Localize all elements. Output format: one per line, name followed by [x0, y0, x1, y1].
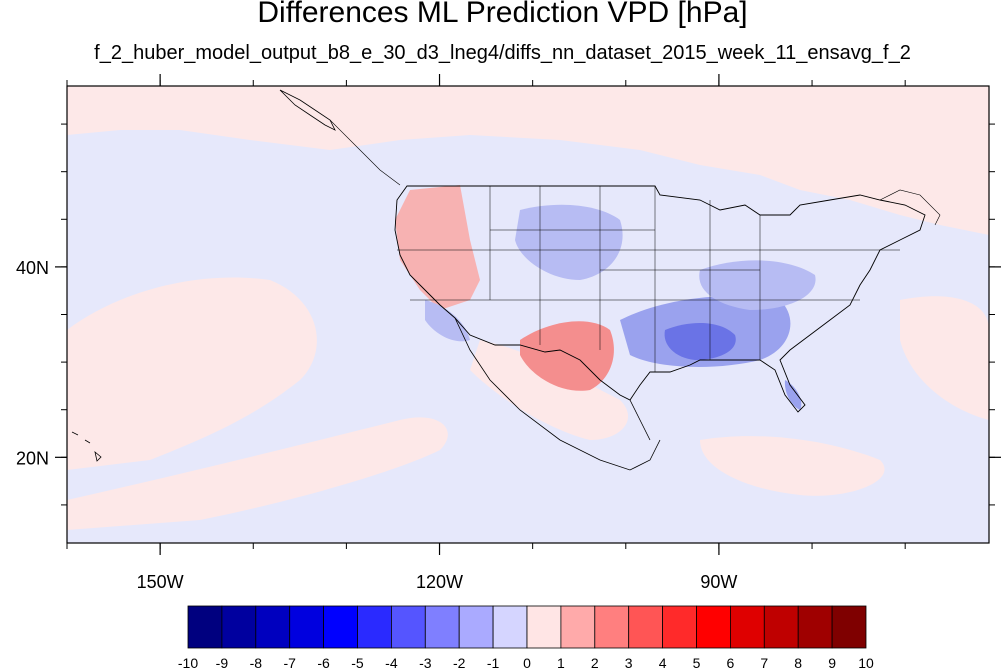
colorbar-swatch	[594, 605, 630, 649]
colorbar-label: 9	[828, 655, 836, 671]
caribbean-positive-region	[700, 436, 885, 496]
tropical-pacific-positive-region	[67, 417, 448, 530]
colorbar-swatch	[628, 605, 664, 649]
map-plot-area	[67, 86, 989, 543]
colorbar-swatch	[458, 605, 494, 649]
colorbar-label: -7	[283, 655, 296, 671]
colorbar-label: -10	[178, 655, 198, 671]
colorbar-swatch	[357, 605, 392, 649]
state-borders	[397, 186, 900, 372]
colorbar-swatch	[730, 605, 765, 649]
atlantic-positive-region	[900, 296, 989, 420]
hawaii-islands	[71, 431, 102, 462]
lat-tick-label: 40N	[16, 258, 49, 278]
mexico-positive-region	[470, 340, 629, 440]
florida-negative-region	[784, 380, 802, 410]
colorbar-label: -1	[487, 655, 500, 671]
colorbar-label: 5	[693, 655, 701, 671]
colorbar: -10 -9 -8 -7 -6 -5 -4 -3 -2 -1 0 1 2 3 4 5 6 7 8 9 10	[178, 605, 874, 671]
colorbar-label: -4	[385, 655, 398, 671]
colorbar-swatch	[662, 605, 697, 649]
alaska-coast	[279, 89, 336, 131]
chart-title: Differences ML Prediction VPD [hPa]	[257, 0, 748, 29]
ohio-valley-negative-region	[699, 260, 816, 310]
colorbar-swatch	[492, 605, 528, 649]
lon-tick-label: 120W	[416, 572, 463, 592]
colorbar-label: -3	[419, 655, 432, 671]
colorbar-swatch	[831, 605, 867, 649]
colorbar-label: -6	[317, 655, 330, 671]
conus-outline	[394, 185, 926, 413]
colorbar-label: 2	[591, 655, 599, 671]
colorbar-swatch	[424, 605, 460, 649]
colorbar-label: -8	[250, 655, 263, 671]
colorbar-swatch	[390, 605, 426, 649]
colorbar-label: 3	[625, 655, 633, 671]
colorbar-swatch	[221, 605, 257, 649]
colorbar-label: 7	[760, 655, 768, 671]
colorbar-swatch	[187, 605, 223, 649]
colorbar-label: 6	[727, 655, 735, 671]
colorbar-swatch	[323, 605, 358, 649]
canada-coast	[329, 119, 941, 226]
mexico-coast	[454, 317, 661, 471]
colorbar-swatch	[797, 605, 833, 649]
texas-positive-region	[520, 321, 614, 391]
colorbar-label: -2	[453, 655, 466, 671]
colorbar-label: 8	[794, 655, 802, 671]
colorbar-swatch	[289, 605, 325, 649]
colorbar-label: 4	[659, 655, 667, 671]
map-axis-ticks: 150W 120W 90W 40N 20N	[16, 74, 1001, 592]
colorbar-swatch	[560, 605, 596, 649]
colorbar-swatch	[763, 605, 799, 649]
subtropical-pacific-positive-region	[67, 277, 317, 470]
california-negative-region	[425, 300, 470, 342]
colorbar-swatch	[696, 605, 731, 649]
colorbar-label: -9	[216, 655, 229, 671]
lon-tick-label: 150W	[137, 572, 184, 592]
north-pacific-positive-region	[67, 86, 989, 235]
colorbar-label: -5	[351, 655, 364, 671]
colorbar-swatch	[526, 605, 562, 649]
colorbar-label: 0	[523, 655, 531, 671]
chart-subtitle: f_2_huber_model_output_b8_e_30_d3_lneg4/…	[94, 42, 911, 64]
lon-tick-label: 90W	[700, 572, 737, 592]
lat-tick-label: 20N	[16, 448, 49, 468]
southeast-core-negative-region	[664, 323, 736, 360]
western-us-positive-region	[395, 185, 480, 310]
colorbar-label: 10	[858, 655, 874, 671]
northern-plains-negative-region	[515, 204, 623, 280]
colorbar-swatch	[255, 605, 291, 649]
colorbar-label: 1	[557, 655, 565, 671]
